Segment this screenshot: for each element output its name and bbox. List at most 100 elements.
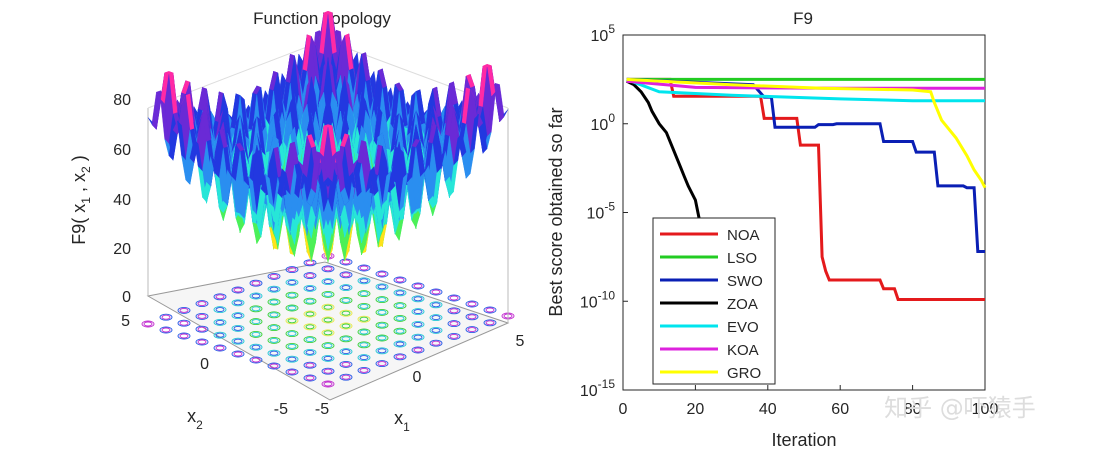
contour-ring	[285, 330, 299, 338]
contour-ring	[467, 301, 477, 307]
contour-ring	[305, 260, 315, 266]
contour-ring	[323, 266, 333, 272]
legend: NOA LSO SWO ZOA EVO KOA GRO	[652, 217, 776, 385]
contour-ring	[339, 335, 353, 343]
contour-ring	[303, 374, 317, 382]
x-axis-label: Iteration	[771, 430, 836, 450]
contour-ring	[303, 297, 317, 305]
contour-ring	[303, 310, 317, 318]
contour-ring	[341, 310, 351, 316]
contour-ring	[429, 301, 443, 309]
surface-mesh	[147, 10, 509, 263]
contour-ring	[305, 298, 315, 304]
contour-ring	[411, 282, 425, 290]
contour-ring	[375, 296, 389, 304]
contour-ring	[305, 362, 315, 368]
contour-ring	[141, 320, 155, 328]
contour-ring	[321, 316, 335, 324]
contour-ring	[321, 290, 335, 298]
contour-ring	[213, 306, 227, 314]
contour-ring	[177, 332, 191, 340]
contour-ring	[341, 361, 351, 367]
contour-ring	[395, 303, 405, 309]
contour-ring	[377, 335, 387, 341]
contour-ring	[231, 337, 245, 345]
contour-ring	[287, 343, 297, 349]
box-edge-top-left	[147, 39, 326, 109]
contour-ring	[467, 327, 477, 333]
y-tick-label: 10-5	[587, 200, 616, 223]
contour-ring	[269, 299, 279, 305]
contour-ring	[321, 265, 335, 273]
contour-ring	[431, 340, 441, 346]
contour-ring	[267, 285, 281, 293]
contour-ring	[249, 279, 263, 287]
contour-ring	[231, 299, 245, 307]
contour-ring	[447, 320, 461, 328]
contour-ring	[287, 331, 297, 337]
contour-ring	[321, 380, 335, 388]
contour-ring	[341, 336, 351, 342]
contour-ring	[287, 292, 297, 298]
contour-ring	[251, 280, 261, 286]
contour-ring	[447, 307, 461, 315]
contour-ring	[215, 332, 225, 338]
contour-ring	[411, 320, 425, 328]
contour-ring	[305, 324, 315, 330]
z-axis-label: F9( x1 , x2 )	[69, 155, 93, 244]
legend-label-koa: KOA	[727, 342, 759, 359]
contour-ring	[213, 318, 227, 326]
contour-ring	[285, 266, 299, 274]
contour-ring	[321, 278, 335, 286]
contour-ring	[267, 362, 281, 370]
contour-ring	[393, 289, 407, 297]
contour-ring	[323, 355, 333, 361]
contour-ring	[483, 319, 497, 327]
contour-ring	[357, 302, 371, 310]
x-tick-label: 100	[972, 401, 999, 418]
contour-ring	[249, 356, 263, 364]
contour-ring	[231, 286, 245, 294]
contour-ring	[285, 355, 299, 363]
x-tick-label: 60	[831, 401, 849, 418]
contour-ring	[465, 313, 479, 321]
contour-ring	[341, 374, 351, 380]
contour-ring	[231, 324, 245, 332]
contour-ring	[213, 331, 227, 339]
x-tick-label: 0	[619, 401, 628, 418]
contour-ring	[413, 283, 423, 289]
contour-ring	[339, 284, 353, 292]
contour-ring	[215, 294, 225, 300]
contour-ring	[231, 350, 245, 358]
contour-ring	[267, 349, 281, 357]
contour-ring	[267, 298, 281, 306]
y-tick-label: 105	[591, 22, 616, 45]
contour-ring	[233, 351, 243, 357]
contour-ring	[465, 326, 479, 334]
x2-axis-label: x2	[187, 406, 203, 432]
series-lines	[625, 77, 987, 301]
contour-ring	[285, 291, 299, 299]
contour-ring	[393, 353, 407, 361]
contour-ring	[359, 278, 369, 284]
contour-ring	[249, 292, 263, 300]
chart-title: F9	[793, 9, 813, 28]
series-line-evo	[626, 77, 985, 103]
contour-ring	[143, 321, 153, 327]
contour-ring	[195, 325, 209, 333]
legend-label-swo: SWO	[727, 273, 763, 290]
legend-label-noa: NOA	[727, 227, 760, 244]
contour-ring	[323, 330, 333, 336]
contour-ring	[303, 348, 317, 356]
contour-ring	[341, 349, 351, 355]
legend-label-evo: EVO	[727, 319, 759, 336]
contour-ring	[269, 363, 279, 369]
x1-tick: 5	[516, 333, 525, 350]
contour-ring	[179, 320, 189, 326]
contour-ring	[269, 325, 279, 331]
x1-tick: 0	[413, 369, 422, 386]
contour-ring	[195, 312, 209, 320]
contour-ring	[287, 318, 297, 324]
contour-ring	[159, 313, 173, 321]
contour-ring	[395, 315, 405, 321]
